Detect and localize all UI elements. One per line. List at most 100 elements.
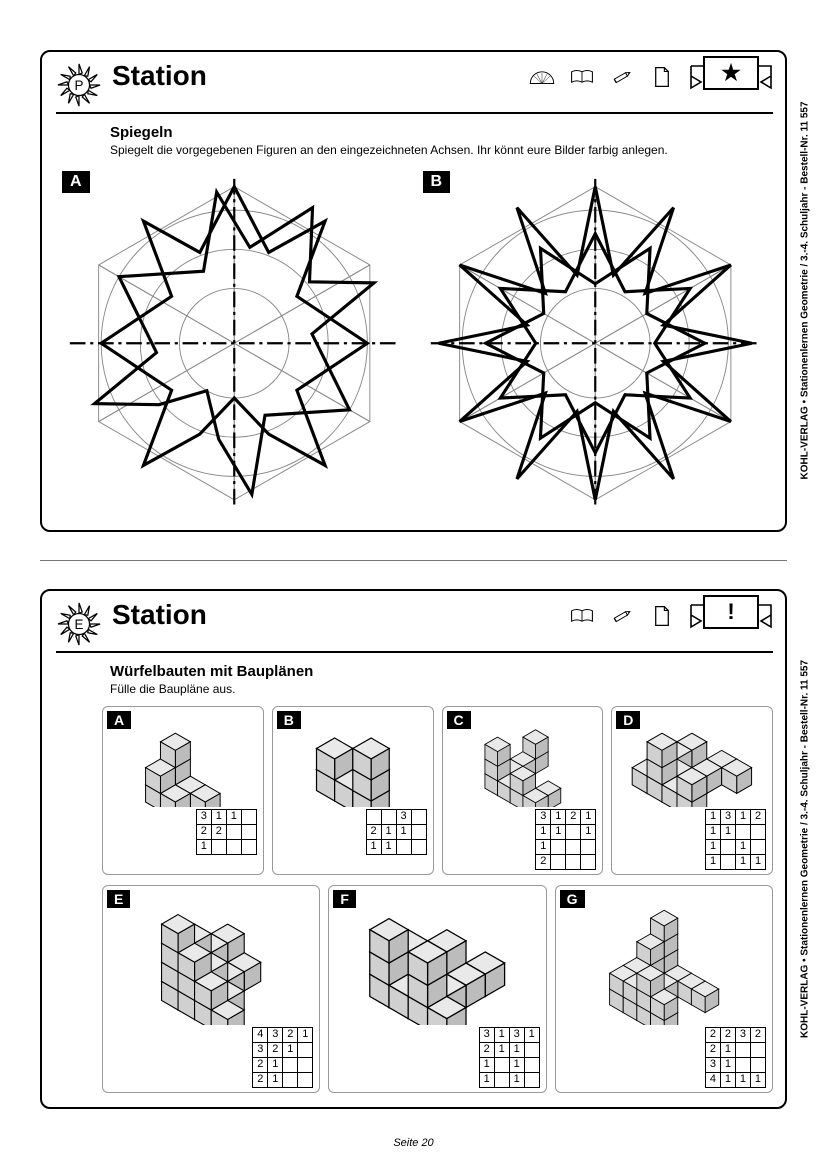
cube-body: 312111112 — [447, 711, 599, 870]
plan-cell: 1 — [736, 839, 751, 854]
pencil-icon — [609, 605, 635, 627]
plan-cell: 2 — [283, 1027, 298, 1042]
plan-cell — [283, 1072, 298, 1087]
plan-cell: 1 — [536, 839, 551, 854]
plan-cell — [411, 824, 426, 839]
plan-cell — [211, 839, 226, 854]
mirror-cell-b: B — [423, 171, 768, 516]
plan-cell — [751, 839, 766, 854]
plan-cell: 1 — [536, 824, 551, 839]
plan-cell: 2 — [196, 824, 211, 839]
plan-cell: 2 — [253, 1072, 268, 1087]
plan-cell — [494, 1072, 509, 1087]
cube-body: 31312111111 — [333, 890, 541, 1088]
plan-cell: 1 — [524, 1027, 539, 1042]
cube-cell-d: D 13121111111 — [611, 706, 773, 875]
plan-cell: 1 — [735, 1072, 750, 1087]
station1-divider — [56, 112, 773, 114]
sheet-icon — [649, 605, 675, 627]
plan-cell: 3 — [536, 809, 551, 824]
plan-cell — [226, 824, 241, 839]
plan-cell: 2 — [536, 854, 551, 869]
plan-cell — [551, 839, 566, 854]
label-d: D — [616, 711, 640, 729]
station1-icons — [529, 66, 675, 88]
worksheet-page: KOHL-VERLAG • Stationenlernen Geometrie … — [0, 0, 827, 1169]
cube-body: 321111 — [277, 711, 429, 855]
building-plan-table: 13121111111 — [705, 809, 766, 870]
plan-cell: 1 — [509, 1042, 524, 1057]
book-icon — [569, 66, 595, 88]
plan-cell — [396, 839, 411, 854]
plan-cell: 1 — [494, 1042, 509, 1057]
plan-cell: 1 — [268, 1057, 283, 1072]
plan-cell: 1 — [268, 1072, 283, 1087]
plan-cell: 1 — [479, 1057, 494, 1072]
cube-body: 223221314111 — [560, 890, 768, 1088]
plan-cell: 1 — [581, 809, 596, 824]
pencil-icon — [609, 66, 635, 88]
plan-cell: 1 — [750, 1072, 765, 1087]
plan-cell: 2 — [566, 809, 581, 824]
plan-cell — [366, 809, 381, 824]
building-plan-table: 321111 — [366, 809, 427, 855]
ribbon-symbol-excl: ! — [703, 595, 759, 629]
plan-cell: 2 — [211, 824, 226, 839]
plan-cell: 3 — [268, 1027, 283, 1042]
plan-cell: 1 — [736, 854, 751, 869]
plan-cell: 1 — [706, 839, 721, 854]
station-wuerfel-wrap: KOHL-VERLAG • Stationenlernen Geometrie … — [40, 589, 787, 1109]
cube-body: 43213212121 — [107, 890, 315, 1088]
station-spiegeln-wrap: KOHL-VERLAG • Stationenlernen Geometrie … — [40, 50, 787, 532]
difficulty-ribbon-excl: ! — [689, 597, 773, 637]
plan-cell: 4 — [705, 1072, 720, 1087]
plan-cell: 1 — [720, 1057, 735, 1072]
plan-cell: 3 — [509, 1027, 524, 1042]
plan-cell: 1 — [366, 839, 381, 854]
plan-cell: 1 — [721, 824, 736, 839]
plan-cell — [735, 1042, 750, 1057]
building-plan-table: 43213212121 — [252, 1027, 313, 1088]
plan-cell — [381, 809, 396, 824]
plan-cell: 2 — [705, 1042, 720, 1057]
plan-cell — [298, 1072, 313, 1087]
difficulty-ribbon-star: ★ — [689, 58, 773, 98]
plan-cell: 2 — [253, 1057, 268, 1072]
plan-cell: 1 — [551, 809, 566, 824]
station2-header: E Station ! — [56, 599, 773, 647]
plan-cell — [298, 1057, 313, 1072]
plan-cell — [411, 809, 426, 824]
plan-cell — [241, 839, 256, 854]
cube-row-bottom: E 43213212121 F 31312111111 G 2232213141… — [56, 885, 773, 1093]
station1-instruction: Spiegelt die vorgegebenen Figuren an den… — [110, 143, 773, 157]
plan-cell — [566, 839, 581, 854]
plan-cell: 1 — [196, 839, 211, 854]
plan-cell: 1 — [494, 1027, 509, 1042]
cube-cell-b: B 321111 — [272, 706, 434, 875]
ribbon-symbol-star: ★ — [703, 56, 759, 90]
sun-letter-e: E — [75, 616, 84, 631]
mirror-figure-b — [423, 171, 768, 516]
plan-cell: 1 — [720, 1042, 735, 1057]
building-plan-table: 223221314111 — [705, 1027, 766, 1088]
label-g: G — [560, 890, 585, 908]
plan-cell: 2 — [751, 809, 766, 824]
plan-cell: 1 — [581, 824, 596, 839]
station2-divider — [56, 651, 773, 653]
station-wuerfel-card: E Station ! Würfelbauten mit Bauplänen — [40, 589, 787, 1109]
plan-cell — [226, 839, 241, 854]
building-plan-table: 31312111111 — [479, 1027, 540, 1088]
plan-cell: 1 — [706, 854, 721, 869]
plan-cell: 1 — [283, 1042, 298, 1057]
plan-cell: 1 — [736, 809, 751, 824]
plan-cell — [524, 1072, 539, 1087]
page-cut-line — [40, 560, 787, 561]
mirror-figure-a — [62, 171, 407, 516]
plan-cell — [750, 1042, 765, 1057]
cube-row-top: A 311221 B 321111 C 312111112 D 13121111… — [56, 706, 773, 875]
plan-cell: 3 — [735, 1027, 750, 1042]
station2-icons — [569, 605, 675, 627]
plan-cell — [581, 854, 596, 869]
label-a: A — [107, 711, 131, 729]
plan-cell — [411, 839, 426, 854]
